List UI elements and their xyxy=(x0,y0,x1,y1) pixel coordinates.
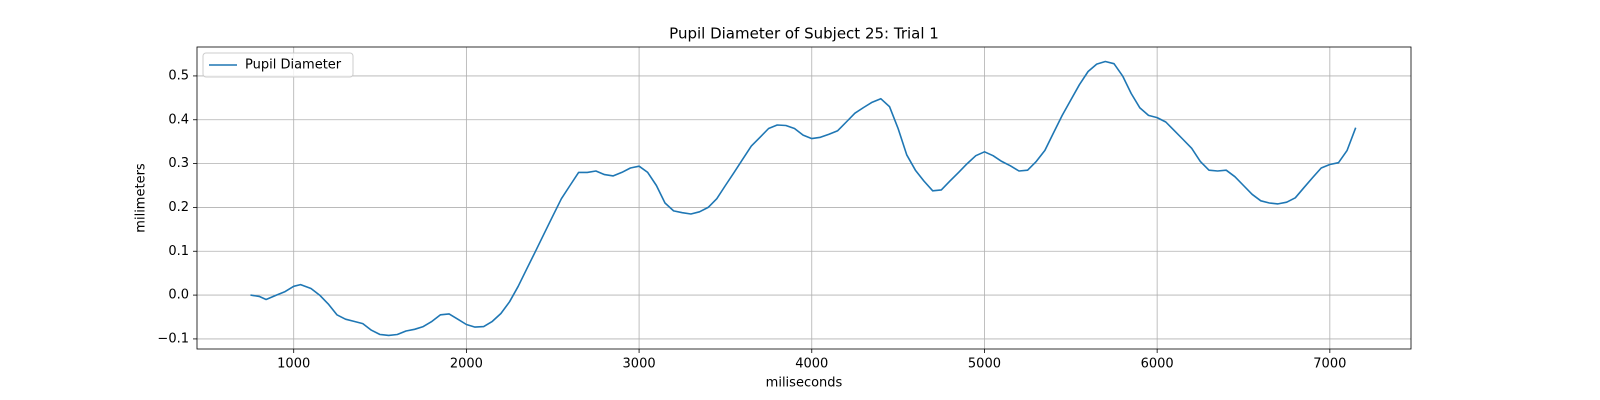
legend-box xyxy=(202,52,354,78)
x-tick-label: 7000 xyxy=(1313,357,1346,372)
x-tick-label: 3000 xyxy=(623,357,656,372)
x-tick-label: 4000 xyxy=(795,357,828,372)
x-tick-label: 2000 xyxy=(450,357,483,372)
y-axis-label: milimeters xyxy=(134,163,149,233)
y-tick-label: 0.1 xyxy=(168,244,189,259)
y-tick-label: 0.2 xyxy=(168,200,189,215)
x-tick-label: 5000 xyxy=(968,357,1001,372)
legend-label: Pupil Diameter xyxy=(245,58,342,73)
chart-title: Pupil Diameter of Subject 25: Trial 1 xyxy=(669,25,939,43)
x-axis-label: miliseconds xyxy=(766,376,843,391)
y-tick-label: 0.3 xyxy=(168,156,189,171)
data-line xyxy=(250,60,1357,337)
y-tick-label: 0.5 xyxy=(168,68,189,83)
plot-frame xyxy=(196,46,1412,350)
x-tick-label: 6000 xyxy=(1141,357,1174,372)
y-tick-label: −0.1 xyxy=(157,331,189,346)
x-tick-label: 1000 xyxy=(277,357,310,372)
y-tick-label: 0.0 xyxy=(168,288,189,303)
y-tick-label: 0.4 xyxy=(168,112,189,127)
